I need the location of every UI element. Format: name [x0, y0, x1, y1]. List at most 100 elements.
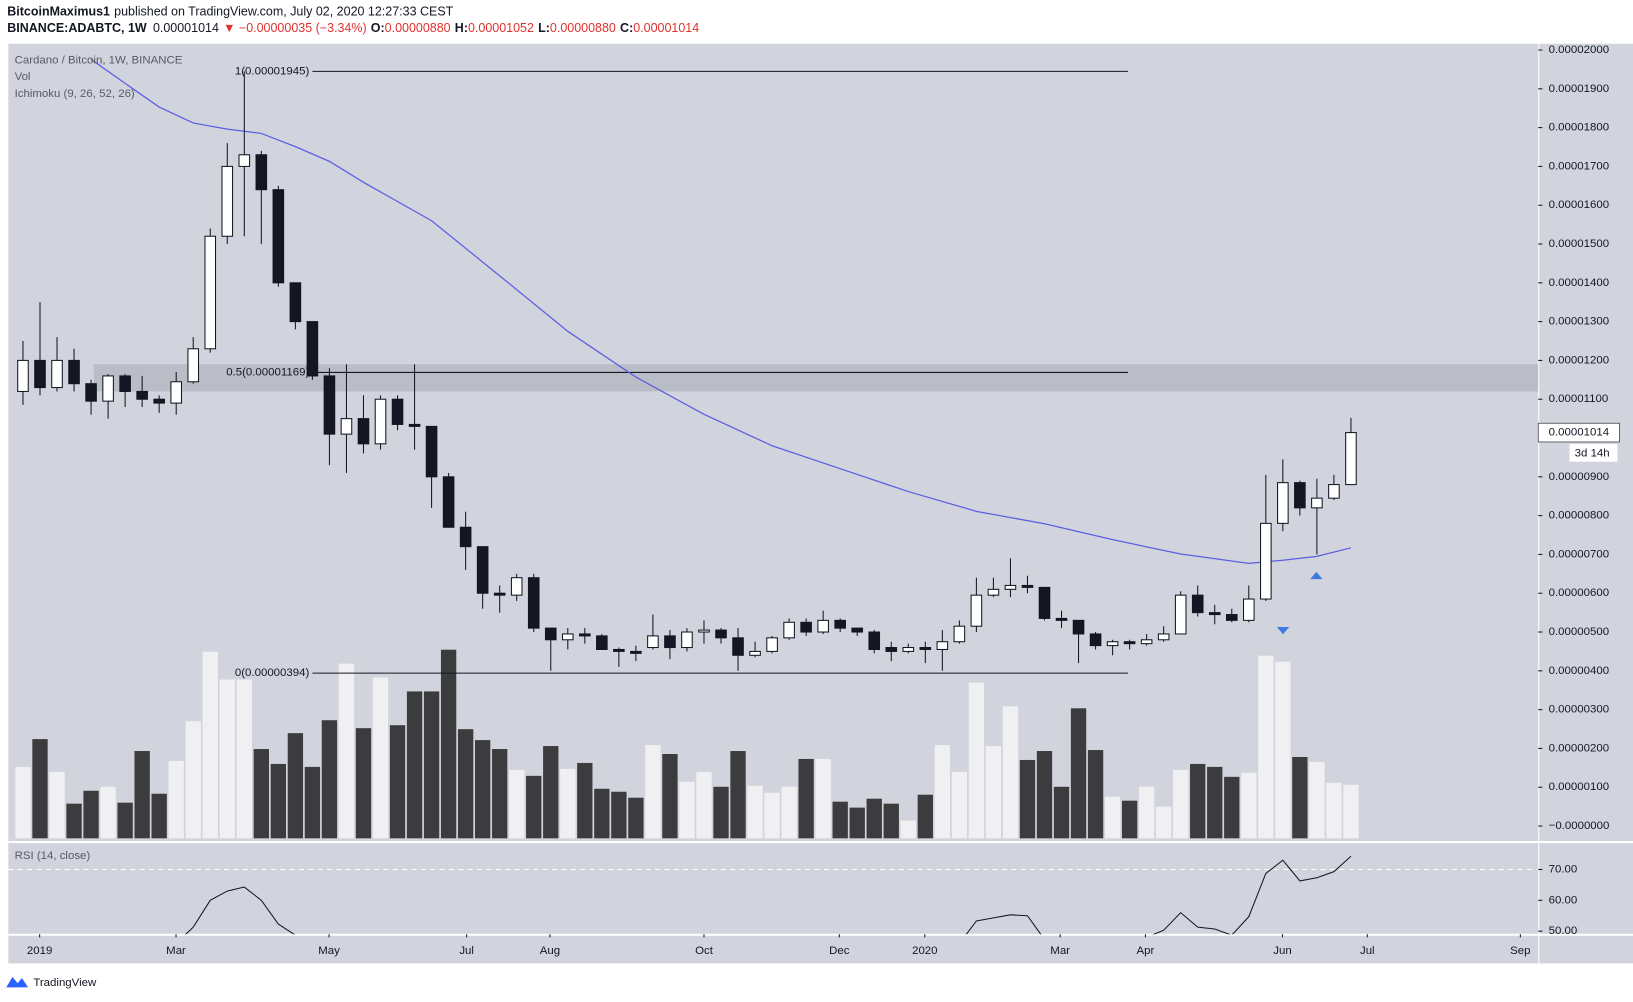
volume-bar: [492, 749, 508, 839]
candle-body: [425, 425, 438, 478]
y-tick-label: 0.00000800: [1549, 510, 1609, 522]
volume-bar: [764, 792, 780, 839]
candle-body: [919, 647, 932, 650]
rsi-label: RSI (14, close): [15, 850, 91, 862]
rsi-pane: [8, 855, 1539, 935]
candle-body: [221, 165, 234, 237]
candle-body: [17, 359, 29, 392]
last-value: 0.00001014: [153, 22, 219, 36]
volume-bar: [168, 760, 184, 839]
candle-body: [1021, 584, 1034, 588]
candle-body: [1191, 594, 1204, 614]
rsi-tick-label: 60.00: [1549, 894, 1578, 906]
fib-label: 0(0.00000394): [235, 667, 310, 679]
volume-bar: [611, 791, 627, 839]
change: ▼ −0.00000035 (−3.34%): [223, 22, 367, 36]
volume-bar: [968, 682, 985, 839]
y-tick-label: 0.00001600: [1549, 199, 1609, 211]
indicator-label: Ichimoku (9, 26, 52, 26): [15, 88, 135, 100]
last-price-label: 0.00001014: [1549, 427, 1610, 439]
volume-bar: [100, 786, 116, 839]
x-tick-label: 2019: [27, 945, 52, 957]
y-tick-label: 0.00000600: [1549, 587, 1609, 599]
volume-bar: [1241, 772, 1257, 839]
y-tick-label: 0.00001300: [1549, 316, 1609, 328]
candle-body: [136, 390, 148, 400]
volume-bar: [577, 762, 593, 839]
candle-body: [1157, 633, 1170, 641]
y-tick-label: 0.00000100: [1549, 781, 1609, 793]
volume-bar: [1173, 769, 1189, 839]
candle-body: [493, 592, 506, 596]
candle-body: [613, 648, 625, 652]
candle-body: [817, 619, 829, 633]
symbol: BINANCE:ADABTC, 1W: [7, 22, 147, 36]
y-tick-label: −0.0000000: [1549, 820, 1610, 832]
ohlc-label: C:: [620, 22, 633, 36]
volume-bar: [849, 807, 865, 839]
candle-body: [34, 359, 46, 389]
volume-bar: [1036, 751, 1053, 839]
candle-body: [664, 635, 676, 649]
volume-bar: [1190, 763, 1206, 839]
ohlc-value: 0.00001052: [468, 22, 534, 36]
candle-body: [272, 189, 285, 284]
candle-body: [783, 621, 795, 639]
x-tick-label: Aug: [540, 945, 560, 957]
volume-bar: [832, 801, 848, 839]
volume-bar: [1343, 784, 1359, 839]
y-tick-label: 0.00001200: [1549, 354, 1609, 366]
volume-bar: [355, 728, 372, 839]
volume-bar: [423, 691, 440, 839]
candle-body: [1277, 482, 1289, 524]
x-tick-label: Apr: [1137, 945, 1155, 957]
candle-body: [868, 631, 881, 650]
volume-bar: [679, 781, 695, 839]
candle-body: [85, 383, 97, 402]
candle-body: [1140, 639, 1153, 645]
candle-body: [1260, 522, 1272, 600]
candle-body: [510, 577, 523, 596]
y-tick-label: 0.00000300: [1549, 704, 1609, 716]
volume-bar: [917, 794, 933, 839]
axes: 0.00002000 0.00001900 0.00001800 0.00001700…: [27, 44, 1620, 957]
volume-bar: [1002, 706, 1019, 839]
candle-body: [442, 476, 455, 528]
candle-body: [800, 621, 812, 633]
candle-body: [1089, 633, 1102, 647]
candle-body: [374, 398, 387, 445]
y-tick-label: 0.00002000: [1549, 44, 1609, 56]
volume-bar: [560, 768, 576, 839]
candle-body: [153, 398, 165, 404]
volume-bar: [338, 663, 355, 839]
candle-body: [238, 154, 251, 167]
x-tick-label: Oct: [695, 945, 714, 957]
x-tick-label: Sep: [1510, 945, 1530, 957]
y-tick-label: 0.00001900: [1549, 83, 1609, 95]
volume-bar: [372, 677, 389, 839]
candle-body: [953, 625, 966, 643]
volume-bar: [696, 771, 712, 839]
price-pane: 1(0.00001945) 0.5(0.00001169) 0(0.00000394…: [15, 58, 1539, 839]
volume-bar: [1087, 750, 1104, 839]
x-tick-label: Dec: [829, 945, 850, 957]
volume-bar: [321, 720, 338, 839]
candle-body: [1038, 586, 1051, 619]
candle-body: [885, 647, 898, 652]
volume-bar: [1070, 708, 1087, 839]
ohlc-label: H:: [455, 22, 468, 36]
ohlc-label: L:: [538, 22, 550, 36]
candle-body: [970, 594, 983, 627]
candle-body: [749, 650, 761, 656]
x-tick-label: Mar: [1050, 945, 1070, 957]
volume-bar: [526, 775, 542, 839]
candle-body: [306, 321, 319, 377]
volume-bar: [474, 740, 491, 839]
candle-body: [1055, 617, 1068, 621]
volume-bar: [594, 788, 610, 839]
ohlc-value: 0.00000880: [385, 22, 451, 36]
candle-body: [1123, 641, 1136, 645]
volume-bar: [236, 679, 252, 839]
volume-bar: [985, 746, 1002, 839]
